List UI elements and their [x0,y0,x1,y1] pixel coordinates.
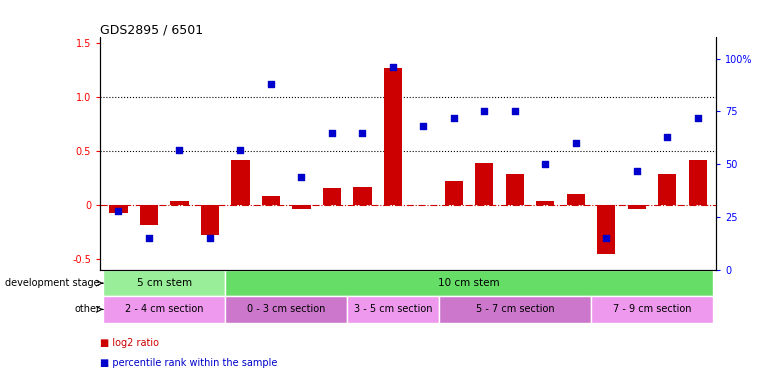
Point [600,235,612,241]
Text: 10 cm stem: 10 cm stem [438,278,500,288]
Text: development stage: development stage [5,278,100,288]
Text: 2 - 4 cm section: 2 - 4 cm section [125,304,203,314]
Point [234,147,246,153]
Point [357,130,369,136]
Bar [445,182,463,205]
Bar [591,296,713,322]
Text: GDS2895 / 6501: GDS2895 / 6501 [100,23,203,36]
Bar [103,270,225,296]
Bar [628,205,646,210]
Bar [262,196,280,205]
Bar [658,174,677,205]
Point [387,64,399,70]
Text: ■ percentile rank within the sample: ■ percentile rank within the sample [100,358,277,368]
Point [539,161,551,167]
Text: 3 - 5 cm section: 3 - 5 cm section [353,304,432,314]
Text: ■ log2 ratio: ■ log2 ratio [100,338,159,348]
Bar [475,163,494,205]
Point [265,81,277,87]
Bar [293,205,310,210]
Text: other: other [74,304,100,314]
Bar [225,296,347,322]
Point [691,115,704,121]
Bar [231,160,249,205]
Point [661,134,674,140]
Bar [688,160,707,205]
Bar [139,205,158,225]
Point [173,147,186,153]
Point [509,108,521,114]
Point [326,130,338,136]
Point [295,174,307,180]
Bar [225,270,713,296]
Bar [201,205,219,236]
Point [204,235,216,241]
Bar [109,205,128,213]
Bar [347,296,439,322]
Bar [439,296,591,322]
Point [570,140,582,146]
Point [631,168,643,174]
Point [478,108,490,114]
Text: 5 cm stem: 5 cm stem [136,278,192,288]
Bar [506,174,524,205]
Point [417,123,430,129]
Bar [323,188,341,205]
Bar [598,205,615,254]
Point [447,115,460,121]
Point [142,235,155,241]
Bar [353,187,371,205]
Bar [536,201,554,205]
Text: 7 - 9 cm section: 7 - 9 cm section [613,304,691,314]
Bar [567,194,585,205]
Bar [103,296,225,322]
Text: 0 - 3 cm section: 0 - 3 cm section [247,304,325,314]
Bar [170,201,189,205]
Bar [383,68,402,205]
Point [112,208,125,214]
Text: 5 - 7 cm section: 5 - 7 cm section [476,304,554,314]
